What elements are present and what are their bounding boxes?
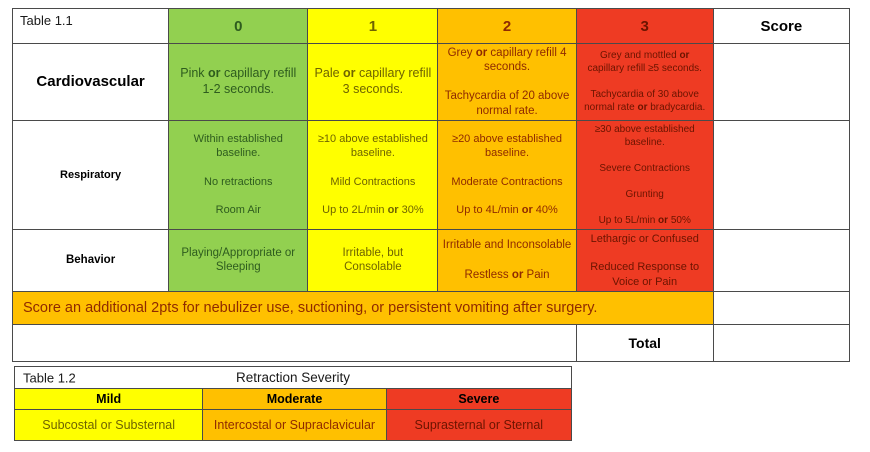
column-header-3: 3	[575, 8, 714, 44]
cell-cardiovascular-2: Grey or capillary refill 4 seconds. Tachy…	[437, 43, 577, 121]
table-title: Table 1.2	[23, 370, 76, 385]
total-row: Total	[12, 324, 851, 363]
severity-label-severe: Severe	[385, 388, 573, 410]
score-cell-behavior	[712, 228, 851, 293]
retraction-severity-table: Table 1.2 Retraction Severity Mild Moder…	[13, 366, 573, 441]
retraction-table-header: Table 1.2 Retraction Severity	[14, 366, 572, 389]
severity-label-mild: Mild	[13, 388, 204, 410]
cell-cardiovascular-1: Pale or capillary refill 3 seconds.	[307, 43, 439, 121]
table-row: Cardiovascular Pink or capillary refill …	[11, 43, 851, 121]
cell-respiratory-1: ≥10 above established baseline. Mild Cont…	[307, 119, 439, 230]
retraction-severity-heading: Retraction Severity	[235, 370, 351, 385]
cell-respiratory-3: ≥30 above established baseline. Severe Co…	[575, 119, 714, 230]
cell-behavior-0: Playing/Appropriate or Sleeping	[168, 228, 309, 293]
score-cell-cardiovascular	[712, 43, 851, 121]
cell-cardiovascular-0: Pink or capillary refill 1-2 seconds.	[168, 43, 309, 121]
header-row: Table 1.1 0 1 2 3 Score	[11, 8, 851, 44]
severity-value-mild: Subcostal or Substernal	[13, 409, 204, 441]
additional-points-banner: Score an additional 2pts for nebulizer u…	[12, 291, 714, 326]
column-header-2: 2	[437, 8, 577, 44]
cell-respiratory-2: ≥20 above established baseline. Moderate …	[437, 119, 577, 230]
severity-label-row: Mild Moderate Severe	[13, 388, 573, 410]
severity-label-moderate: Moderate	[202, 388, 387, 410]
total-label: Total	[575, 324, 714, 363]
table-row: Behavior Playing/Appropriate or Sleeping…	[11, 228, 851, 293]
severity-value-moderate: Intercostal or Supraclavicular	[202, 409, 387, 441]
cell-behavior-1: Irritable, but Consolable	[307, 228, 439, 293]
cell-cardiovascular-3: Grey and mottled or capillary refill ≥5 …	[575, 43, 714, 121]
score-cell-respiratory	[712, 119, 851, 230]
table-title: Table 1.1	[11, 8, 170, 44]
severity-value-severe: Suprasternal or Sternal	[385, 409, 573, 441]
table-row: Respiratory Within established baseline.…	[11, 119, 851, 230]
cell-behavior-3: Lethargic or Confused Reduced Response to…	[575, 228, 714, 293]
severity-value-row: Subcostal or Substernal Intercostal or S…	[13, 409, 573, 441]
row-label-cardiovascular: Cardiovascular	[11, 43, 170, 121]
row-label-behavior: Behavior	[11, 228, 170, 293]
score-column-header: Score	[712, 8, 851, 44]
header-row: Table 1.2 Retraction Severity	[14, 366, 572, 389]
total-score-cell	[712, 324, 851, 363]
column-header-0: 0	[168, 8, 309, 44]
column-header-1: 1	[307, 8, 439, 44]
score-cell-banner	[712, 291, 851, 326]
pews-score-table: Table 1.1 0 1 2 3 Score Cardiovascular P…	[11, 8, 851, 363]
cell-respiratory-0: Within established baseline. No retractio…	[168, 119, 309, 230]
banner-row: Score an additional 2pts for nebulizer u…	[12, 291, 851, 326]
total-row-spacer	[12, 324, 577, 363]
cell-behavior-2: Irritable and Inconsolable Restless or Pa…	[437, 228, 577, 293]
row-label-respiratory: Respiratory	[11, 119, 170, 230]
